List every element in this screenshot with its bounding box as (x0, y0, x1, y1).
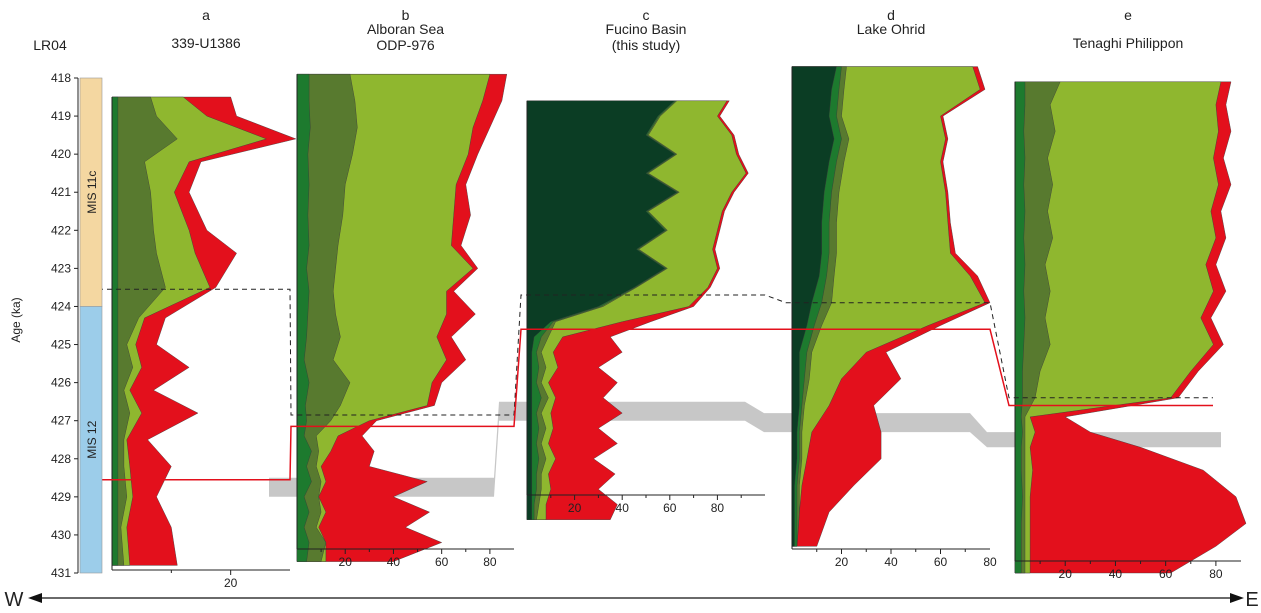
panel-d-x-tick-label-80: 80 (983, 555, 997, 569)
panel-e-x-tick-label-60: 60 (1159, 567, 1173, 581)
age-tick-label-429: 429 (51, 490, 71, 504)
age-tick-label-420: 420 (51, 147, 71, 161)
panel-b-x-tick-label-40: 40 (387, 555, 401, 569)
age-tick-label-419: 419 (51, 109, 71, 123)
panel-a-x-tick-label-20: 20 (224, 576, 238, 590)
age-tick-label-425: 425 (51, 338, 71, 352)
panel-a-band-forest_green (111, 96, 119, 566)
panel-a-band-olive_green (111, 96, 178, 566)
panel-e-band-olive_green (1014, 81, 1061, 574)
panel-b-x-tick-label-60: 60 (435, 555, 449, 569)
panel-b-band-forest_green (296, 73, 312, 562)
panel-a: 20 a 339-U1386 (111, 7, 297, 590)
red-correlation-line (102, 328, 1213, 481)
panel-d-letter: d (887, 7, 895, 23)
panel-e-x-tick-label-80: 80 (1209, 567, 1223, 581)
lr04-title: LR04 (33, 37, 67, 53)
panel-d-x-tick-label-60: 60 (934, 555, 948, 569)
panel-b-title-1: ODP-976 (376, 37, 435, 53)
west-arrowhead (28, 593, 42, 603)
panel-e-letter: e (1124, 7, 1132, 23)
age-tick-label-421: 421 (51, 185, 71, 199)
panel-e-band-forest_green (1014, 81, 1026, 574)
age-tick-label-423: 423 (51, 261, 71, 275)
panel-c-title-1: (this study) (612, 37, 680, 53)
panel-d-band-light_green (791, 66, 986, 547)
age-axis-layer: Age (ka) LR04 418 419 420 421 422 423 424 425 42… (9, 37, 103, 580)
panel-e-x-tick-label-40: 40 (1109, 567, 1123, 581)
panel-a-letter: a (202, 7, 210, 23)
age-tick-label-418: 418 (51, 71, 71, 85)
east-arrowhead (1230, 593, 1244, 603)
panel-b-title-0: Alboran Sea (367, 21, 444, 37)
correlation-line-layer (80, 288, 1213, 481)
west-east-arrow: W E (5, 589, 1259, 611)
age-tick-label-427: 427 (51, 414, 71, 428)
lr04-stage-1 (79, 306, 103, 574)
east-label: E (1245, 589, 1258, 611)
panel-b-band-olive_green (296, 73, 358, 562)
age-tick-label-426: 426 (51, 376, 71, 390)
panel-c-letter: c (643, 7, 650, 23)
mis-boundary-dashed-line (80, 288, 1213, 416)
panel-b-x-tick-label-80: 80 (483, 555, 497, 569)
age-tick-label-424: 424 (51, 299, 71, 313)
lr04-stage-label-1: MIS 12 (85, 420, 99, 458)
age-tick-label-428: 428 (51, 452, 71, 466)
panel-d-title-0: Lake Ohrid (857, 21, 925, 37)
panel-e-x-tick-label-20: 20 (1059, 567, 1073, 581)
panel-b-x-tick-label-20: 20 (339, 555, 353, 569)
panel-c-title-0: Fucino Basin (606, 21, 687, 37)
panel-e: 20 40 60 80 e Tenaghi Philippon (1014, 7, 1247, 581)
age-tick-label-431: 431 (51, 566, 71, 580)
panel-c-x-tick-label-40: 40 (616, 501, 630, 515)
lr04-stage-label-0: MIS 11c (85, 171, 99, 214)
panel-c-x-tick-label-20: 20 (568, 501, 582, 515)
west-label: W (5, 589, 24, 611)
panel-a-title-0: 339-U1386 (171, 35, 240, 51)
panel-c-x-tick-label-60: 60 (663, 501, 677, 515)
panel-b-letter: b (402, 7, 410, 23)
panel-d-x-tick-label-20: 20 (835, 555, 849, 569)
age-axis-label: Age (ka) (9, 297, 23, 342)
panel-e-band-light_green (1014, 81, 1222, 574)
panel-b-band-light_green (296, 73, 491, 562)
panel-d-x-tick-label-40: 40 (884, 555, 898, 569)
panel-d-band-dark_forest (791, 66, 837, 547)
panel-e-title-0: Tenaghi Philippon (1073, 35, 1184, 51)
age-tick-label-430: 430 (51, 528, 71, 542)
age-tick-label-422: 422 (51, 223, 71, 237)
panel-c-band-dark_forest (526, 100, 678, 520)
panel-c-x-tick-label-80: 80 (711, 501, 725, 515)
